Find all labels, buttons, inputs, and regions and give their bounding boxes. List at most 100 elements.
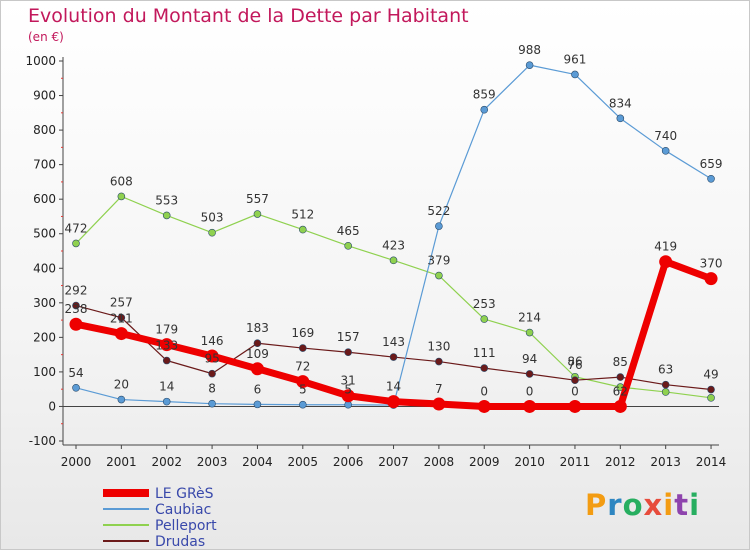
x-tick-label: 2013 <box>650 455 681 469</box>
chart-title: Evolution du Montant de la Dette par Hab… <box>28 5 469 27</box>
logo-letter: P <box>585 488 608 522</box>
data-label: 111 <box>473 346 496 360</box>
data-label: 109 <box>246 347 269 361</box>
data-label: 553 <box>155 193 178 207</box>
data-label: 988 <box>518 43 541 57</box>
data-label: 740 <box>654 129 677 143</box>
data-label: 49 <box>703 368 718 382</box>
data-point <box>69 317 83 331</box>
data-point <box>661 147 670 155</box>
data-label: 169 <box>291 326 314 340</box>
data-point <box>480 315 489 323</box>
legend-label: Pelleport <box>155 518 217 534</box>
data-point <box>72 383 80 392</box>
data-point <box>117 395 126 404</box>
data-point <box>160 338 174 352</box>
data-label: 257 <box>110 296 133 310</box>
data-label: 0 <box>526 384 534 398</box>
data-label: 86 <box>567 355 582 369</box>
data-point <box>298 400 307 409</box>
data-point <box>117 192 126 201</box>
data-label: 379 <box>427 254 450 268</box>
data-label: 95 <box>204 352 219 366</box>
data-point <box>162 211 171 220</box>
data-point <box>523 399 537 413</box>
y-tick-label: 100 <box>33 365 56 379</box>
y-tick-label: 1000 <box>25 54 56 68</box>
x-tick-label: 2002 <box>151 455 182 469</box>
data-point <box>208 399 216 408</box>
data-point <box>389 353 398 361</box>
data-label: 238 <box>65 302 88 316</box>
data-label: 472 <box>65 221 88 235</box>
data-point <box>432 397 446 411</box>
x-tick-label: 2006 <box>333 455 364 469</box>
y-tick-label: 600 <box>33 192 56 206</box>
data-label: 179 <box>155 323 178 337</box>
legend-label: LE GRèS <box>155 486 214 502</box>
data-label: 183 <box>246 321 269 335</box>
logo-letter: t <box>674 488 690 522</box>
data-label: 20 <box>114 378 129 392</box>
data-point <box>707 175 715 183</box>
data-label: 961 <box>564 52 587 66</box>
data-point <box>387 395 401 409</box>
x-tick-label: 2008 <box>424 455 455 469</box>
data-label: 72 <box>295 360 310 374</box>
data-label: 76 <box>567 358 582 372</box>
data-label: 423 <box>382 238 405 252</box>
data-point <box>344 242 352 250</box>
x-tick-label: 2009 <box>469 455 500 469</box>
data-label: 63 <box>658 363 673 377</box>
x-tick-label: 2014 <box>696 455 727 469</box>
data-label: 8 <box>208 382 216 396</box>
y-tick-label: 400 <box>33 261 56 275</box>
x-tick-label: 2005 <box>288 455 319 469</box>
data-label: 211 <box>110 312 133 326</box>
data-point <box>707 385 715 394</box>
data-label: 94 <box>522 352 537 366</box>
legend-label: Caubiac <box>155 502 211 518</box>
data-label: 465 <box>337 224 360 238</box>
logo-letter: i <box>689 488 701 522</box>
x-tick-label: 2012 <box>605 455 636 469</box>
data-point <box>659 255 673 269</box>
x-tick-label: 2011 <box>560 455 591 469</box>
data-label: 859 <box>473 88 496 102</box>
data-point <box>525 61 534 69</box>
data-point <box>205 349 219 363</box>
data-point <box>571 70 579 79</box>
data-label: 522 <box>427 204 450 218</box>
data-point <box>613 399 627 413</box>
y-tick-label: -100 <box>29 434 56 448</box>
data-point <box>72 239 80 248</box>
data-point <box>704 272 718 286</box>
data-point <box>253 210 262 218</box>
data-point <box>114 327 128 341</box>
data-point <box>344 400 352 409</box>
data-point <box>435 357 443 366</box>
data-point <box>250 362 264 376</box>
data-point <box>208 369 216 378</box>
x-tick-label: 2003 <box>197 455 228 469</box>
data-point <box>480 364 489 372</box>
data-point <box>568 399 582 413</box>
data-label: 659 <box>700 157 723 171</box>
data-point <box>298 344 307 352</box>
data-label: 834 <box>609 96 632 110</box>
legend-label: Drudas <box>155 534 205 550</box>
chart-subtitle: (en €) <box>28 30 64 44</box>
y-tick-label: 0 <box>48 399 56 413</box>
data-label: 214 <box>518 311 541 325</box>
data-label: 14 <box>159 380 174 394</box>
data-point <box>72 301 80 310</box>
data-label: 130 <box>427 340 450 354</box>
data-label: 5 <box>299 383 307 397</box>
data-point <box>616 114 625 123</box>
data-point <box>435 222 443 230</box>
y-tick-label: 700 <box>33 158 56 172</box>
data-point <box>661 388 670 396</box>
data-label: 512 <box>291 208 314 222</box>
logo-letter: i <box>663 488 675 522</box>
